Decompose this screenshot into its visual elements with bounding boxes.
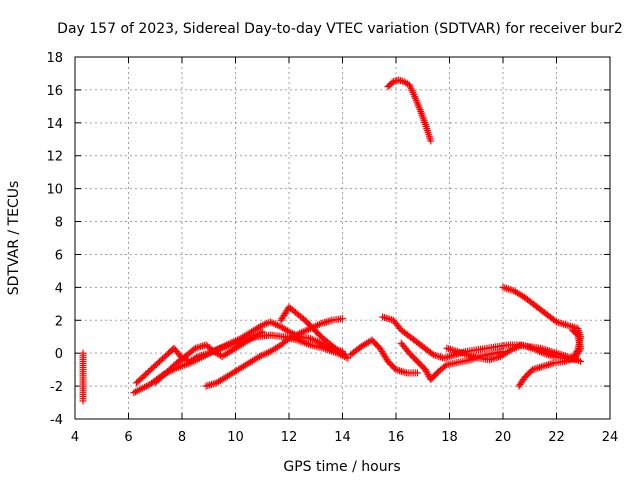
series-sat-f [277, 303, 349, 359]
series-sat-m [384, 76, 435, 145]
grid-layer [75, 57, 610, 419]
x-tick-label: 22 [548, 430, 565, 445]
series-sat-a [79, 349, 87, 405]
y-tick-label: -2 [50, 380, 63, 395]
y-tick-label: -4 [50, 413, 63, 428]
x-tick-label: 6 [124, 430, 132, 445]
data-point [551, 317, 559, 325]
y-tick-label: 8 [55, 216, 63, 231]
plot-frame [74, 56, 611, 420]
x-tick-label: 16 [388, 430, 405, 445]
series-sat-l [515, 326, 585, 390]
series-sat-g [347, 336, 421, 377]
y-tick-label: 18 [46, 51, 63, 66]
data-point [570, 327, 578, 335]
data-point [258, 328, 266, 336]
y-tick-label: 16 [46, 84, 63, 99]
y-tick-label: 2 [55, 314, 63, 329]
data-point [257, 329, 265, 337]
y-tick-label: 12 [46, 150, 63, 165]
x-tick-label: 24 [602, 430, 619, 445]
x-tick-label: 12 [281, 430, 298, 445]
y-tick-label: 10 [46, 183, 63, 198]
series-sat-i [397, 339, 507, 384]
data-point [192, 353, 200, 361]
x-tick-label: 8 [178, 430, 186, 445]
x-tick-label: 20 [495, 430, 512, 445]
y-tick-label: 0 [55, 347, 63, 362]
series-sat-c [133, 318, 346, 387]
data-point [569, 326, 577, 334]
x-axis-label: GPS time / hours [283, 459, 400, 475]
data-point [441, 362, 449, 370]
series-sat-d [151, 328, 266, 387]
x-tick-label: 4 [71, 430, 79, 445]
y-tick-label: 6 [55, 248, 63, 263]
chart-title: Day 157 of 2023, Sidereal Day-to-day VTE… [57, 21, 623, 37]
data-point [339, 315, 346, 323]
y-axis-label: SDTVAR / TECUs [6, 181, 22, 296]
data-point [79, 397, 87, 405]
series-sat-e [202, 315, 346, 390]
x-tick-label: 14 [334, 430, 351, 445]
x-tick-label: 10 [227, 430, 244, 445]
marks-layer [79, 76, 585, 405]
data-point [340, 350, 348, 358]
data-point [577, 357, 585, 365]
series-sat-j [443, 341, 579, 364]
data-point [428, 350, 436, 358]
data-point [413, 369, 421, 377]
y-tick-label: 14 [46, 117, 63, 132]
x-tick-label: 18 [441, 430, 458, 445]
y-tick-label: 4 [55, 281, 63, 296]
data-point [427, 137, 435, 145]
